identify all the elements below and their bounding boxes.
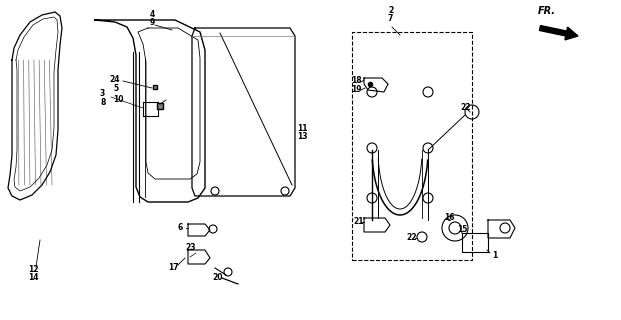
Text: 10: 10 xyxy=(113,94,124,103)
Text: 9: 9 xyxy=(150,18,155,27)
Bar xyxy=(352,32,472,260)
Text: 14: 14 xyxy=(28,274,39,283)
Text: 8: 8 xyxy=(100,98,106,107)
Text: 5: 5 xyxy=(113,84,118,92)
Text: 19: 19 xyxy=(351,84,361,93)
Text: 20: 20 xyxy=(212,274,222,283)
Text: 12: 12 xyxy=(28,266,39,275)
Text: 15: 15 xyxy=(457,226,468,235)
Text: FR.: FR. xyxy=(538,6,556,16)
Text: 6: 6 xyxy=(178,223,183,233)
Text: 13: 13 xyxy=(297,132,307,140)
Text: 18: 18 xyxy=(351,76,361,84)
FancyArrow shape xyxy=(540,26,578,40)
Text: 22: 22 xyxy=(460,102,471,111)
Text: 3: 3 xyxy=(100,89,105,98)
Text: 11: 11 xyxy=(297,124,307,132)
Text: 24: 24 xyxy=(109,75,119,84)
Text: 2: 2 xyxy=(388,5,393,14)
Text: 4: 4 xyxy=(150,10,155,19)
Text: 17: 17 xyxy=(168,263,179,273)
Text: 22: 22 xyxy=(406,234,417,243)
Text: 7: 7 xyxy=(388,13,393,22)
Text: 1: 1 xyxy=(492,252,497,260)
Text: 23: 23 xyxy=(185,243,196,252)
Text: 16: 16 xyxy=(444,213,455,222)
Text: 21: 21 xyxy=(353,218,363,227)
